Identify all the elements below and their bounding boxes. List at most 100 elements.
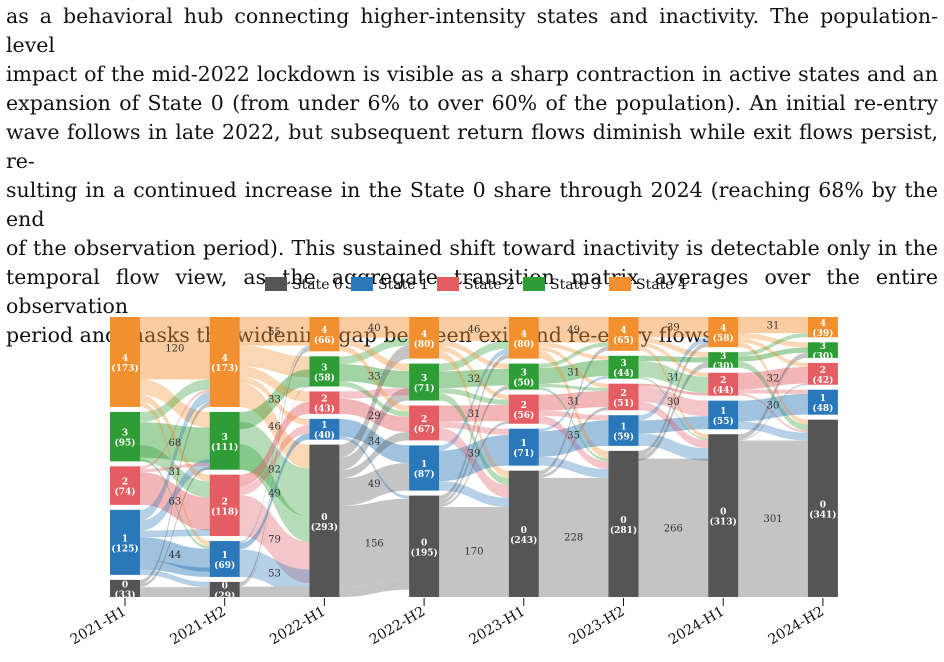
flow-link: [239, 345, 310, 378]
chart-legend: State 0 State 1 State 2 State 3 State 4: [265, 277, 687, 293]
flow-link: [439, 353, 509, 501]
state-node: [608, 355, 639, 379]
flow-link: [339, 317, 410, 338]
flow-link: [538, 390, 609, 411]
flow-link: [339, 388, 410, 399]
flow-link: [538, 383, 609, 391]
flow-link: [339, 381, 410, 417]
node-count-label: (95): [114, 438, 135, 449]
node-count-label: (39): [812, 328, 833, 339]
flow-link: [638, 342, 709, 377]
flow-link: [538, 342, 609, 360]
flow-link: [439, 481, 509, 508]
flow-link: [439, 351, 509, 478]
flow-link: [738, 317, 808, 334]
flow-link: [239, 494, 310, 583]
flow-value-label: 46: [268, 421, 281, 432]
node-state-label: 4: [421, 330, 427, 340]
x-tick-label: 2024-H2: [766, 604, 827, 649]
flow-link: [538, 477, 609, 597]
flow-link: [239, 376, 310, 426]
flow-link: [339, 463, 410, 504]
state-node: [807, 362, 838, 385]
node-state-label: 4: [720, 324, 726, 334]
flow-value-label: 32: [468, 374, 481, 385]
state-node: [708, 352, 739, 368]
flow-link: [140, 459, 210, 531]
node-count-label: (71): [513, 448, 534, 459]
paragraph-line: as a behavioral hub connecting higher-in…: [6, 4, 938, 57]
state-node: [209, 411, 240, 470]
flow-link: [339, 418, 410, 464]
flow-value-label: 49: [368, 479, 381, 490]
flow-link: [140, 401, 210, 547]
flow-link: [339, 498, 410, 588]
node-state-label: 0: [720, 508, 726, 518]
flow-value-label: 30: [767, 401, 780, 412]
flow-link: [140, 458, 210, 549]
flow-link: [538, 350, 609, 459]
flow-link: [638, 416, 709, 434]
flow-link: [439, 434, 509, 471]
node-state-label: 3: [720, 352, 726, 362]
node-state-label: 1: [222, 551, 228, 561]
flow-link: [538, 317, 609, 343]
flow-link: [738, 393, 808, 417]
flow-link: [339, 364, 410, 389]
state-node: [608, 317, 639, 351]
paragraph-line: impact of the mid-2022 lockdown is visib…: [6, 62, 938, 86]
flow-value-label: 44: [168, 550, 181, 561]
node-state-label: 1: [321, 421, 327, 431]
node-state-label: 2: [122, 478, 128, 488]
node-state-label: 2: [521, 401, 527, 411]
flow-link: [239, 549, 310, 597]
flow-value-label: 31: [468, 409, 481, 420]
flow-value-label: 31: [667, 373, 680, 384]
flow-link: [339, 436, 410, 499]
x-tick-label: 2022-H2: [367, 604, 428, 649]
node-count-label: (30): [812, 351, 833, 362]
flow-link: [738, 367, 808, 390]
flow-link: [140, 395, 210, 482]
node-state-label: 4: [222, 354, 228, 364]
node-count-label: (50): [513, 378, 534, 389]
flow-link: [140, 587, 210, 597]
legend-swatch: [265, 277, 287, 291]
node-count-label: (74): [114, 487, 135, 498]
flow-value-label: 55: [268, 327, 281, 338]
flow-link: [140, 379, 210, 428]
flow-link: [439, 340, 509, 372]
flow-value-label: 31: [567, 396, 580, 407]
flow-value-label: 33: [268, 395, 281, 406]
legend-swatch: [523, 277, 545, 291]
flow-link: [638, 386, 709, 417]
flow-link: [239, 345, 310, 544]
flow-link: [140, 379, 210, 423]
node-count-label: (58): [314, 372, 335, 383]
node-count-label: (48): [812, 403, 833, 414]
node-count-label: (29): [214, 590, 235, 601]
node-state-label: 2: [222, 497, 228, 507]
flow-link: [439, 595, 509, 597]
flow-link: [738, 347, 808, 362]
state-node: [110, 509, 140, 575]
node-state-label: 0: [820, 500, 826, 510]
legend-swatch: [609, 277, 631, 291]
legend-label: State 2: [464, 277, 515, 293]
node-count-label: (173): [211, 363, 238, 374]
state-node: [608, 383, 639, 411]
flow-link: [439, 427, 509, 498]
flow-link: [538, 415, 609, 470]
node-state-label: 0: [521, 526, 527, 536]
flow-link: [738, 338, 808, 368]
node-state-label: 1: [521, 439, 527, 449]
flow-link: [439, 421, 509, 435]
flow-link: [239, 401, 310, 487]
flow-link: [140, 529, 210, 538]
flow-link: [239, 425, 310, 495]
flow-link: [738, 440, 808, 597]
state-node: [708, 434, 739, 597]
node-count-label: (71): [414, 383, 435, 394]
flow-link: [538, 407, 609, 478]
flow-value-label: 120: [165, 344, 184, 355]
